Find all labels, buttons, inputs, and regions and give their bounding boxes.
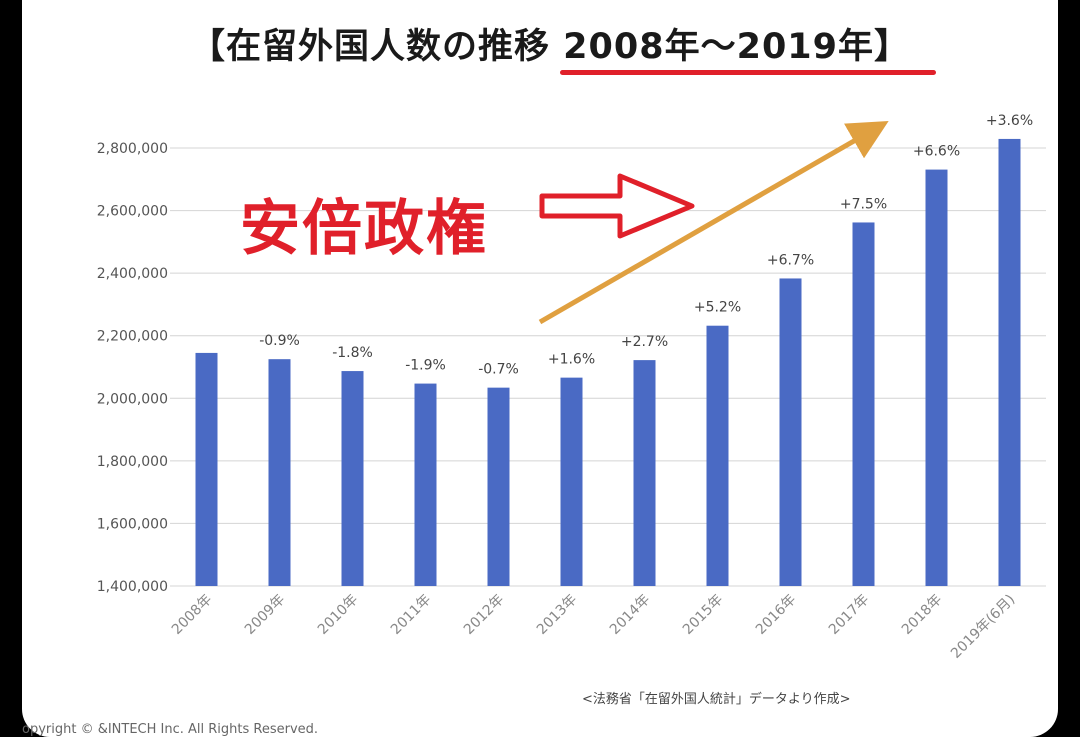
bar (706, 325, 729, 586)
data-label: -0.7% (478, 362, 519, 378)
bars (195, 138, 1021, 587)
data-label: +6.7% (767, 252, 814, 268)
x-tick-label: 2013年 (534, 592, 580, 638)
y-tick-label: 2,400,000 (97, 266, 168, 282)
data-labels: -0.9% -1.8% -1.9% -0.7% +1.6% +2.7% +5.2% +6.7%… (259, 113, 1033, 378)
y-tick-label: 1,800,000 (97, 454, 168, 470)
data-label: +2.7% (621, 334, 668, 350)
bar (487, 387, 510, 586)
x-tick-label: 2015年 (680, 592, 726, 638)
y-tick-label: 2,000,000 (97, 391, 168, 407)
y-axis: 1,400,000 1,600,000 1,800,000 2,000,000 2,20… (97, 141, 168, 595)
x-tick-label: 2014年 (607, 592, 653, 638)
data-label: +3.6% (986, 113, 1033, 129)
x-tick-label: 2012年 (461, 592, 507, 638)
y-tick-label: 1,400,000 (97, 579, 168, 595)
hollow-arrow-icon (539, 173, 695, 239)
x-tick-label: 2016年 (753, 592, 799, 638)
bar (779, 278, 802, 586)
source-note: <法務省「在留外国人統計」データより作成> (582, 692, 851, 707)
bar (560, 377, 583, 586)
x-tick-label: 2009年 (242, 592, 288, 638)
data-label: +6.6% (913, 144, 960, 160)
y-tick-label: 2,800,000 (97, 141, 168, 157)
bar (925, 169, 948, 586)
x-tick-label: 2017年 (826, 592, 872, 638)
y-tick-label: 2,600,000 (97, 204, 168, 220)
data-label: +7.5% (840, 196, 887, 212)
data-label: +1.6% (548, 352, 595, 368)
data-label: -1.8% (332, 345, 373, 361)
y-tick-label: 2,200,000 (97, 329, 168, 345)
bar (633, 360, 656, 586)
data-label: -1.9% (405, 358, 446, 374)
x-tick-label: 2018年 (899, 592, 945, 638)
bar (998, 138, 1021, 587)
bar (852, 222, 875, 586)
x-tick-label: 2010年 (315, 592, 361, 638)
data-label: +5.2% (694, 300, 741, 316)
x-tick-label: 2011年 (388, 592, 434, 638)
bar (268, 359, 291, 586)
x-tick-label: 2008年 (169, 592, 215, 638)
bar (195, 352, 218, 586)
x-axis: 2008年 2009年 2010年 2011年 2012年 2013年 2014年 2015年… (169, 592, 1018, 662)
chart-card: 【在留外国人数の推移 2008年〜2019年】 -0.9% -1.8% -1.9% -… (22, 0, 1058, 737)
trend-arrow (538, 121, 889, 325)
y-tick-label: 1,600,000 (97, 516, 168, 532)
title-underline (560, 70, 936, 75)
chart-title: 【在留外国人数の推移 2008年〜2019年】 (190, 27, 911, 67)
x-tick-label: 2019年(6月) (948, 592, 1018, 662)
bar-chart: -0.9% -1.8% -1.9% -0.7% +1.6% +2.7% +5.2% +6.7%… (97, 113, 1046, 662)
bar (341, 371, 364, 586)
abe-administration-label: 安倍政権 (240, 194, 488, 264)
bar (414, 383, 437, 586)
data-label: -0.9% (259, 333, 300, 349)
copyright: opyright © &INTECH Inc. All Rights Reser… (22, 722, 319, 737)
